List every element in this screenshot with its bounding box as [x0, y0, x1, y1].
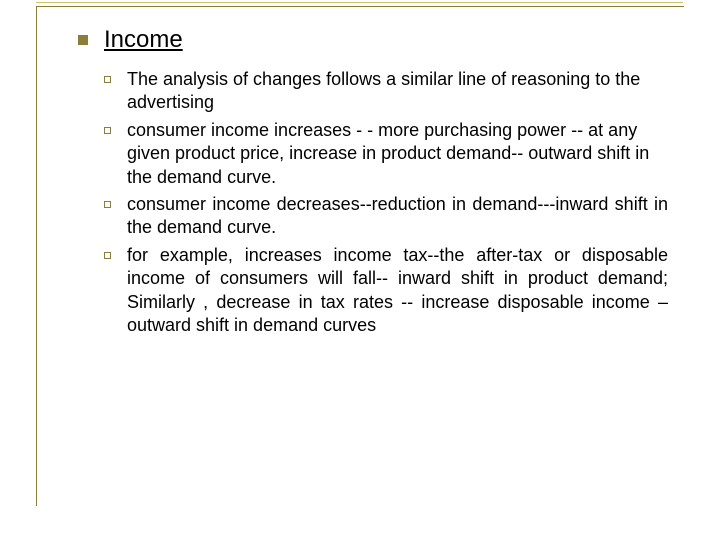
bullet-sub-icon: [104, 127, 111, 134]
slide-heading: Income: [104, 26, 183, 54]
bullet-sub-icon: [104, 252, 111, 259]
sub-list: The analysis of changes follows a simila…: [104, 68, 668, 337]
list-item-text: consumer income decreases--reduction in …: [127, 193, 668, 240]
list-item: consumer income increases - - more purch…: [104, 119, 668, 189]
bullet-sub-icon: [104, 201, 111, 208]
bullet-sub-icon: [104, 76, 111, 83]
list-item: The analysis of changes follows a simila…: [104, 68, 668, 115]
bullet-main-icon: [78, 35, 88, 45]
list-item: consumer income decreases--reduction in …: [104, 193, 668, 240]
slide-content: Income The analysis of changes follows a…: [78, 26, 668, 341]
list-item: for example, increases income tax--the a…: [104, 244, 668, 338]
heading-row: Income: [78, 26, 668, 54]
list-item-text: for example, increases income tax--the a…: [127, 244, 668, 338]
list-item-text: consumer income increases - - more purch…: [127, 119, 668, 189]
list-item-text: The analysis of changes follows a simila…: [127, 68, 668, 115]
